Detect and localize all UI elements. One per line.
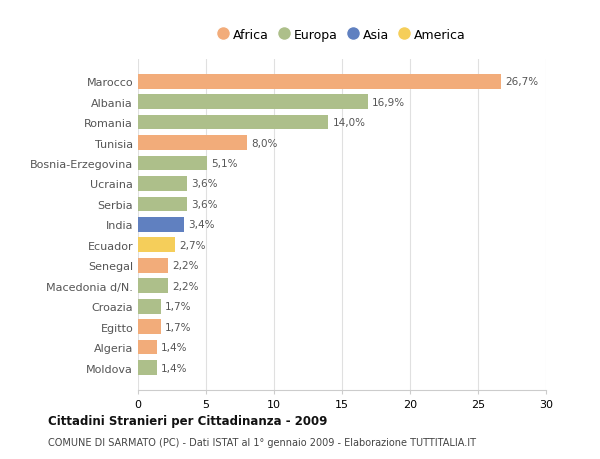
Text: COMUNE DI SARMATO (PC) - Dati ISTAT al 1° gennaio 2009 - Elaborazione TUTTITALIA: COMUNE DI SARMATO (PC) - Dati ISTAT al 1…	[48, 437, 476, 447]
Text: 1,4%: 1,4%	[161, 363, 188, 373]
Bar	[138, 75, 501, 90]
Text: 5,1%: 5,1%	[211, 159, 238, 168]
Bar	[138, 299, 161, 314]
Legend: Africa, Europa, Asia, America: Africa, Europa, Asia, America	[215, 26, 469, 44]
Bar	[138, 157, 208, 171]
Text: 14,0%: 14,0%	[332, 118, 365, 128]
Text: 1,7%: 1,7%	[165, 302, 192, 312]
Bar	[138, 177, 187, 191]
Bar	[138, 279, 168, 293]
Text: 2,7%: 2,7%	[179, 241, 205, 250]
Text: 2,2%: 2,2%	[172, 261, 199, 271]
Text: 26,7%: 26,7%	[505, 77, 538, 87]
Bar	[138, 258, 168, 273]
Text: 3,4%: 3,4%	[188, 220, 215, 230]
Bar	[138, 197, 187, 212]
Bar	[138, 116, 328, 130]
Text: 1,7%: 1,7%	[165, 322, 192, 332]
Text: 2,2%: 2,2%	[172, 281, 199, 291]
Bar	[138, 136, 247, 151]
Text: 8,0%: 8,0%	[251, 138, 277, 148]
Bar	[138, 340, 157, 355]
Bar	[138, 238, 175, 252]
Text: 1,4%: 1,4%	[161, 342, 188, 353]
Bar	[138, 360, 157, 375]
Text: Cittadini Stranieri per Cittadinanza - 2009: Cittadini Stranieri per Cittadinanza - 2…	[48, 414, 328, 428]
Text: 16,9%: 16,9%	[372, 97, 405, 107]
Text: 3,6%: 3,6%	[191, 179, 218, 189]
Text: 3,6%: 3,6%	[191, 200, 218, 209]
Bar	[138, 95, 368, 110]
Bar	[138, 319, 161, 334]
Bar	[138, 218, 184, 232]
